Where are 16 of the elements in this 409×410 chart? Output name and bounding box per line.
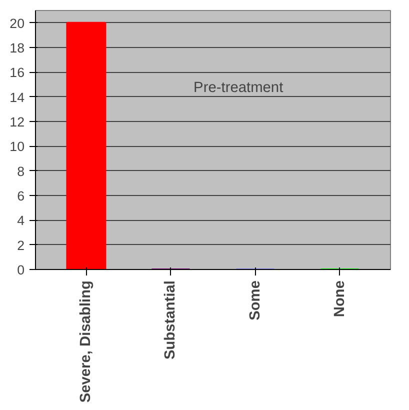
y-tick-label: 0 xyxy=(17,262,25,278)
annotation: Pre-treatment xyxy=(194,80,284,96)
x-tick-label: None xyxy=(332,280,348,318)
y-tick-label: 4 xyxy=(17,213,26,228)
y-tick-label: 14 xyxy=(10,90,26,105)
y-tick-label: 10 xyxy=(10,139,25,154)
y-tick-label: 6 xyxy=(17,188,25,204)
x-tick-label: Severe, Disabling xyxy=(78,280,94,403)
y-tick-label: 12 xyxy=(10,114,25,130)
y-tick-label: 18 xyxy=(10,40,25,56)
y-tick-label: 16 xyxy=(10,65,25,80)
y-tick-label: 8 xyxy=(17,164,25,179)
x-tick-label: Some xyxy=(247,280,264,320)
x-tick-label: Substantial xyxy=(162,280,179,360)
y-tick-label: 2 xyxy=(17,238,25,253)
y-tick-label: 20 xyxy=(10,16,25,31)
